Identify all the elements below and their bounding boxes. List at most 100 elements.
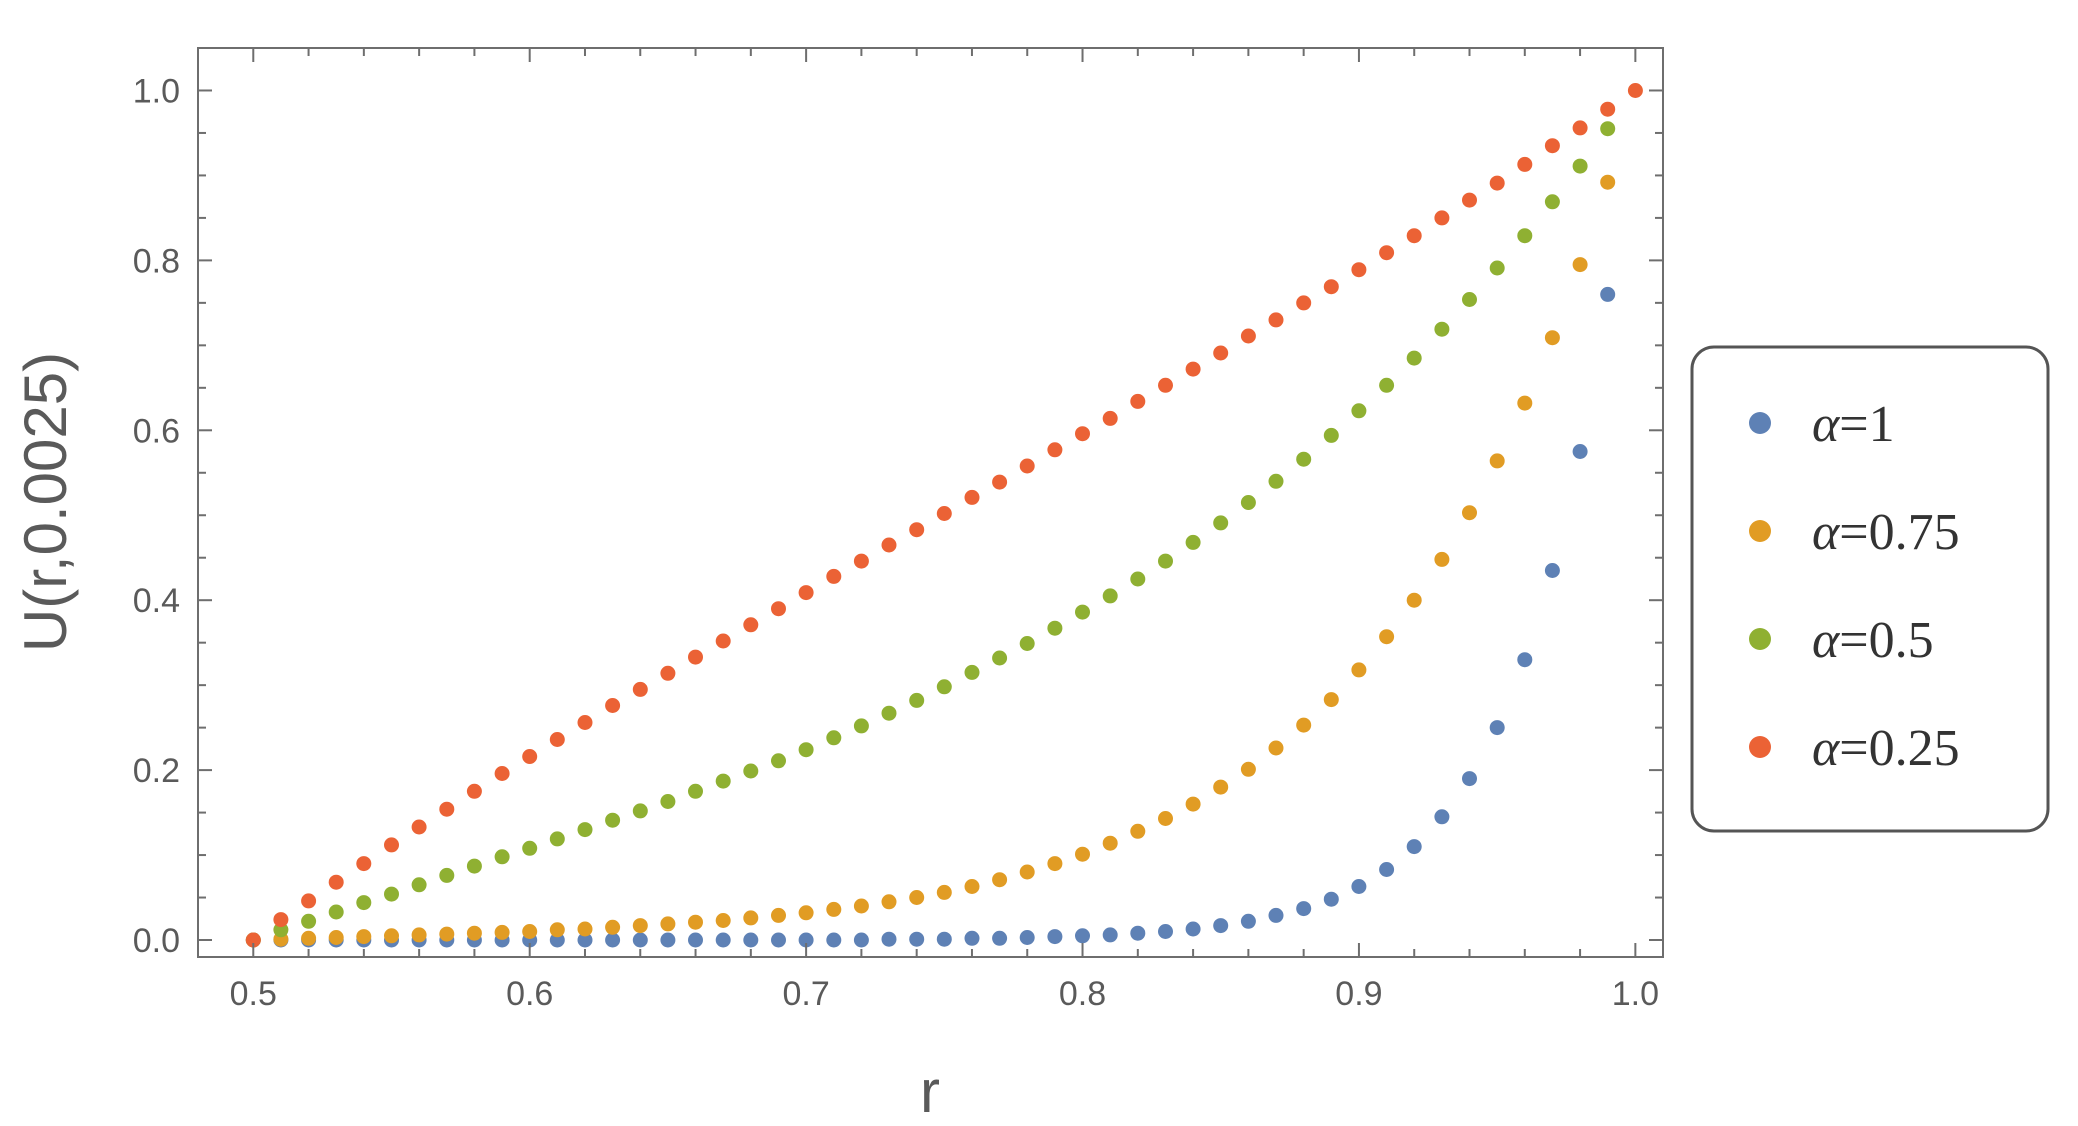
data-point [1572, 257, 1588, 273]
data-point [1185, 361, 1201, 377]
data-point [328, 904, 344, 920]
data-point [1323, 279, 1339, 295]
data-point [992, 474, 1008, 490]
data-point [881, 705, 897, 721]
data-point [688, 914, 703, 930]
data-point [936, 506, 952, 521]
data-point [1406, 839, 1422, 855]
data-point [356, 929, 372, 945]
data-point [1130, 925, 1146, 941]
data-point [1047, 442, 1063, 458]
data-point [411, 927, 427, 943]
data-point [1268, 473, 1284, 489]
data-point [964, 879, 980, 894]
data-point [494, 924, 510, 940]
data-point [1240, 913, 1256, 929]
data-point [743, 763, 759, 779]
legend-marker [1749, 412, 1771, 434]
x-tick-label: 0.7 [782, 975, 829, 1013]
data-point [273, 912, 289, 928]
legend-marker [1749, 736, 1771, 758]
data-point [743, 617, 759, 633]
data-point [853, 718, 869, 734]
data-points [245, 83, 1643, 948]
data-point [439, 867, 455, 883]
data-point [1406, 350, 1422, 366]
x-tick-label: 0.9 [1335, 975, 1382, 1013]
legend-label: α=0.5 [1812, 612, 1934, 669]
data-point [936, 931, 952, 947]
data-point [1296, 717, 1312, 733]
data-point [1323, 891, 1339, 907]
data-point [549, 922, 565, 938]
data-point [1600, 101, 1616, 117]
data-point [826, 932, 842, 948]
data-point [1434, 809, 1450, 825]
legend-items: α=1 α=0.75 α=0.5 α=0.25 [1749, 396, 1960, 777]
data-point [1047, 929, 1063, 945]
data-point [1434, 321, 1450, 337]
data-point [688, 783, 703, 799]
data-point [522, 924, 538, 939]
y-tick-label: 0.6 [133, 412, 180, 450]
series-1 [245, 174, 1616, 948]
x-axis-title: r [920, 1058, 940, 1125]
data-point [549, 831, 565, 847]
data-point [1572, 120, 1588, 136]
data-point [909, 522, 925, 538]
data-point [798, 905, 814, 921]
data-point [853, 898, 869, 914]
data-point [1379, 245, 1395, 261]
y-tick-label: 0.8 [133, 242, 180, 280]
data-point [1047, 856, 1063, 872]
data-point [853, 932, 869, 948]
data-point [522, 749, 538, 764]
legend-marker [1749, 628, 1771, 650]
data-point [1462, 192, 1477, 208]
y-axis-title: U(r,0.0025) [12, 352, 79, 652]
data-point [1296, 901, 1312, 917]
data-point [853, 553, 869, 569]
data-point [1600, 286, 1616, 302]
data-point [688, 932, 703, 948]
data-point [1351, 879, 1367, 894]
data-point [1158, 924, 1173, 939]
data-point [605, 698, 621, 713]
data-point [384, 886, 399, 902]
data-point [936, 884, 952, 900]
data-point [356, 895, 372, 911]
data-point [549, 732, 565, 747]
data-point [1544, 138, 1560, 154]
data-point [1047, 620, 1063, 636]
data-point [1130, 393, 1146, 409]
x-tick-label: 1.0 [1612, 975, 1659, 1013]
data-point [743, 932, 759, 948]
data-point [1130, 823, 1146, 839]
data-point [577, 921, 593, 937]
data-point [881, 931, 897, 947]
legend-marker [1749, 520, 1771, 542]
data-point [1462, 505, 1477, 521]
data-point [1600, 174, 1616, 190]
y-tick-label: 1.0 [133, 72, 180, 110]
data-point [826, 730, 842, 746]
data-point [909, 692, 925, 708]
data-point [384, 837, 399, 853]
data-point [660, 916, 676, 932]
data-point [466, 925, 482, 941]
data-point [1102, 588, 1118, 604]
data-point [494, 849, 510, 865]
data-point [605, 919, 621, 935]
data-point [1185, 796, 1201, 812]
data-point [992, 872, 1008, 888]
data-point [1296, 451, 1312, 467]
data-point [1075, 928, 1090, 944]
data-point [771, 932, 786, 948]
data-point [743, 910, 759, 926]
data-point [1544, 330, 1560, 346]
data-point [826, 901, 842, 917]
data-point [909, 931, 925, 947]
data-point [577, 932, 593, 948]
data-point [881, 537, 897, 553]
data-point [301, 893, 317, 909]
